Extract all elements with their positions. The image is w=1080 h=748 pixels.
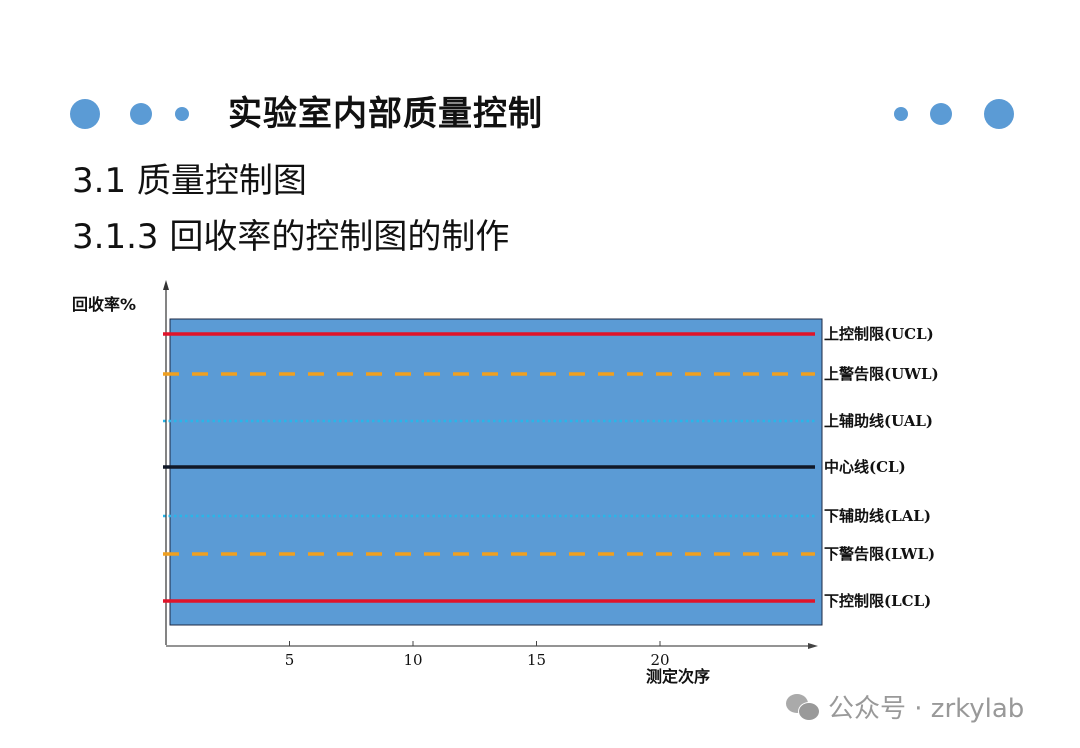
control-line-label: 下警告限(LWL) (824, 545, 935, 563)
watermark-text: 公众号 · zrkylab (828, 694, 1025, 724)
control-line-label: 中心线(CL) (824, 458, 906, 476)
x-tick-label: 15 (527, 651, 546, 669)
x-axis-arrow (808, 643, 818, 649)
x-axis-label: 测定次序 (646, 667, 710, 686)
wechat-icon (786, 693, 820, 721)
control-line-label: 上控制限(UCL) (824, 325, 934, 343)
decor-dot (894, 107, 908, 121)
control-line-label: 上警告限(UWL) (824, 365, 939, 383)
subsection-heading: 3.1.3 回收率的控制图的制作 (72, 217, 510, 257)
decor-dot (175, 107, 189, 121)
y-axis-label: 回收率% (72, 295, 136, 314)
slide-title: 实验室内部质量控制 (228, 94, 543, 134)
plot-area (169, 318, 823, 626)
watermark: 公众号 · zrkylab (786, 688, 1024, 725)
x-tick-label: 20 (650, 651, 669, 669)
y-axis-arrow (163, 280, 169, 290)
decor-dot (984, 99, 1014, 129)
x-tick-label: 5 (285, 651, 295, 669)
decor-dot (930, 103, 952, 125)
control-line-label: 上辅助线(UAL) (824, 412, 933, 430)
x-tick-label: 10 (403, 651, 422, 669)
control-line-label: 下控制限(LCL) (824, 592, 931, 610)
decor-dot (70, 99, 100, 129)
decor-dot (130, 103, 152, 125)
control-line-label: 下辅助线(LAL) (824, 507, 931, 525)
section-heading: 3.1 质量控制图 (72, 161, 307, 201)
